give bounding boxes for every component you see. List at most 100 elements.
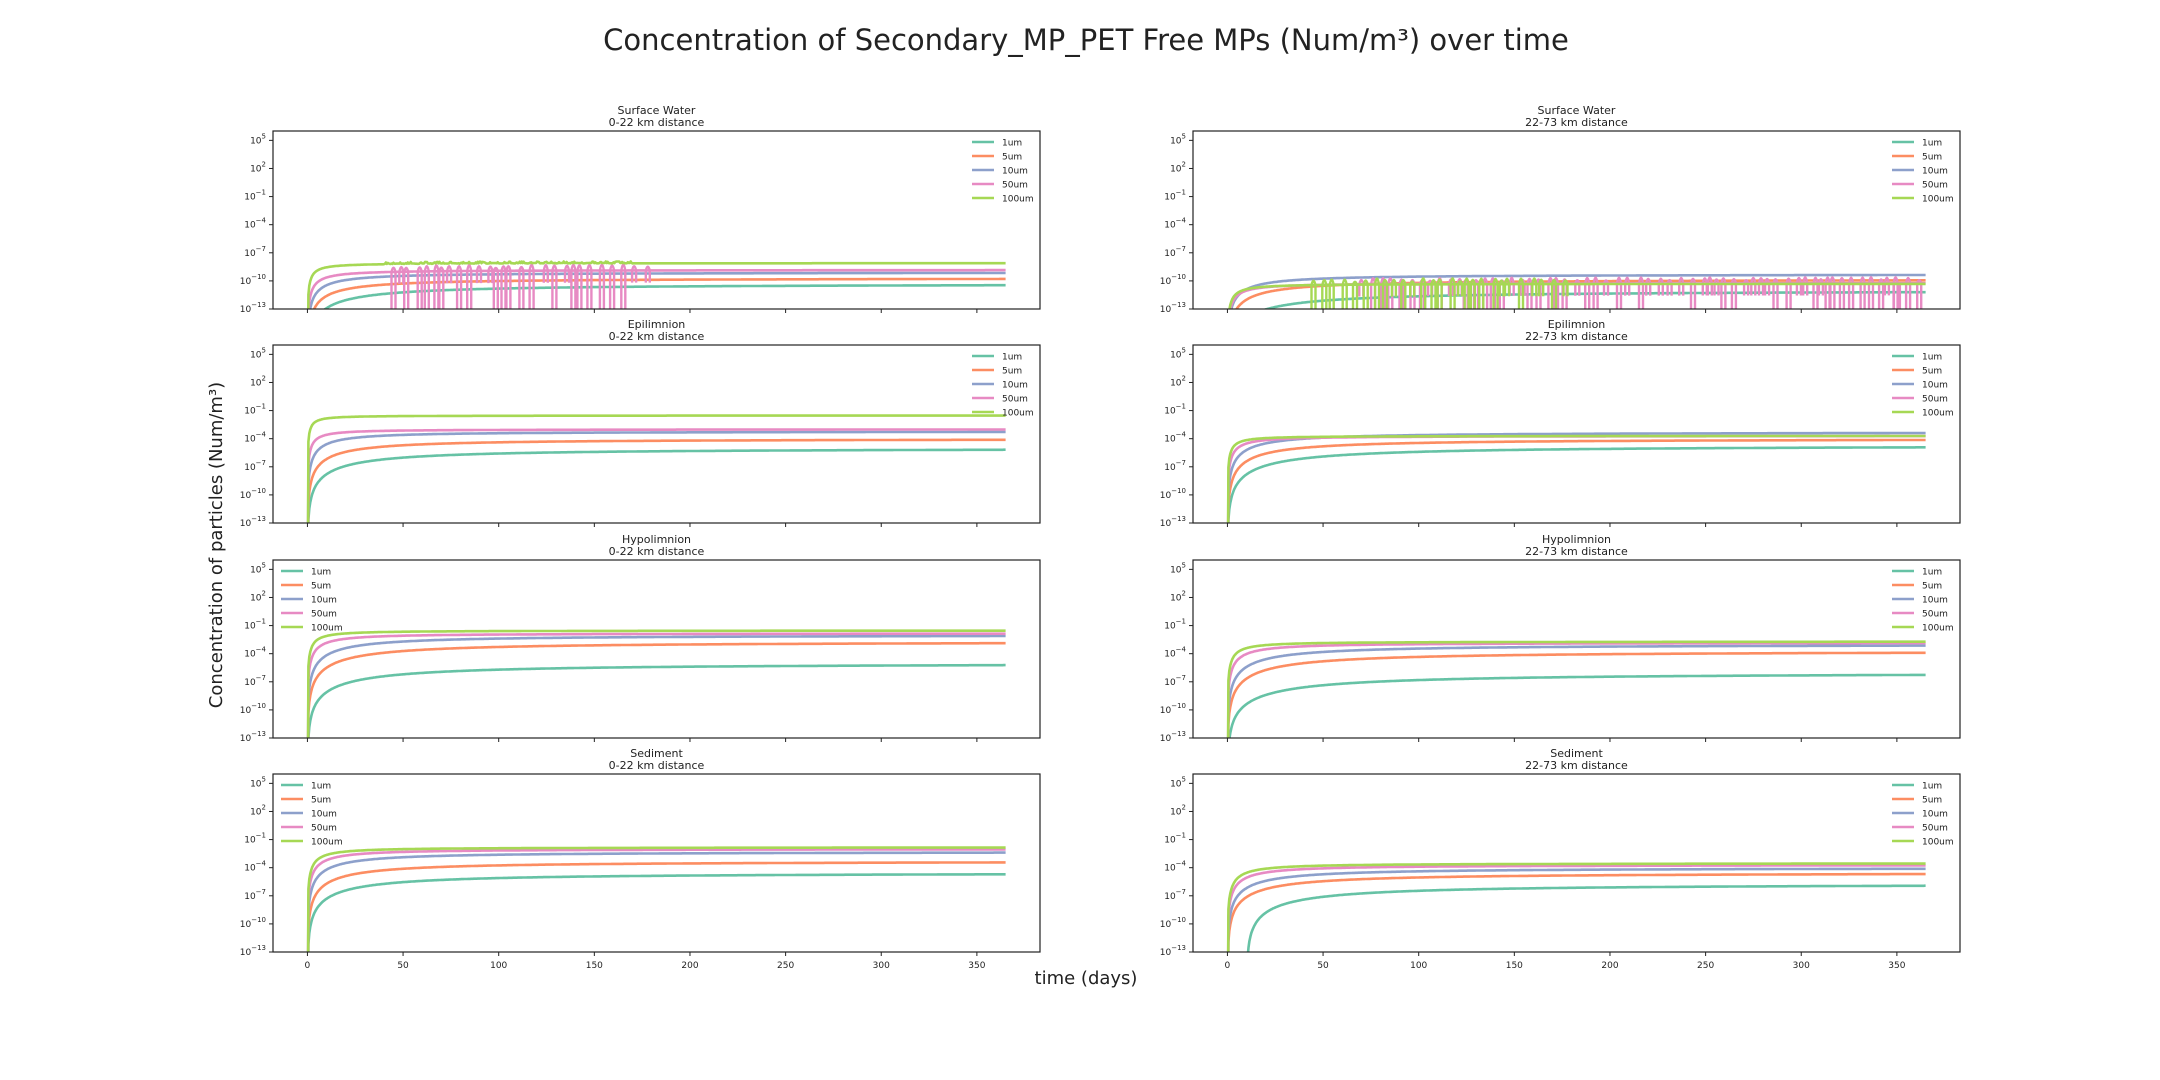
series-noise-100um — [1310, 277, 1569, 309]
legend-label: 100um — [1922, 624, 1954, 634]
legend-label: 5um — [1922, 367, 1942, 377]
panel-compartment-title: Epilimnion — [1548, 318, 1606, 331]
y-tick-label: 10−10 — [240, 487, 266, 501]
legend-label: 50um — [1002, 181, 1028, 191]
figure-title: Concentration of Secondary_MP_PET Free M… — [603, 23, 1569, 57]
series-line-50um — [1226, 641, 1926, 738]
y-tick-label: 10−4 — [1164, 217, 1186, 231]
y-tick-label: 102 — [1170, 374, 1186, 388]
y-tick-label: 102 — [250, 803, 266, 817]
legend-label: 1um — [1922, 139, 1942, 149]
x-tick-label: 0 — [305, 961, 311, 971]
series-line-5um — [1227, 438, 1926, 523]
y-tick-label: 10−4 — [1164, 646, 1186, 660]
legend-label: 5um — [1002, 153, 1022, 163]
series-line-1um — [1227, 446, 1926, 523]
legend-label: 100um — [1922, 838, 1954, 848]
x-tick-label: 100 — [1410, 961, 1427, 971]
x-tick-label: 250 — [777, 961, 794, 971]
series-line-50um — [307, 268, 1006, 309]
legend-label: 50um — [1922, 610, 1948, 620]
legend-label: 50um — [311, 610, 337, 620]
x-tick-label: 150 — [586, 961, 603, 971]
legend-label: 10um — [1002, 381, 1028, 391]
panels: Surface Water 0-22 km distance 105 102 10−1 1… — [240, 104, 1961, 971]
legend-label: 1um — [1922, 353, 1942, 363]
y-tick-label: 10−13 — [240, 730, 266, 744]
legend-label: 10um — [1922, 810, 1948, 820]
panel-frame — [1192, 773, 1961, 953]
y-tick-label: 10−4 — [244, 860, 266, 874]
legend-label: 50um — [1002, 395, 1028, 405]
panel-frame — [1192, 559, 1961, 739]
series-line-100um — [306, 846, 1006, 952]
y-tick-label: 10−1 — [244, 403, 266, 417]
series-line-100um — [306, 629, 1006, 738]
y-tick-label: 102 — [1170, 803, 1186, 817]
y-tick-label: 10−13 — [1160, 944, 1186, 958]
series-line-1um — [1246, 884, 1926, 952]
y-tick-label: 102 — [250, 160, 266, 174]
series-line-5um — [1227, 872, 1926, 952]
panel-series-group — [1226, 431, 1926, 523]
legend-label: 10um — [1922, 596, 1948, 606]
x-tick-label: 50 — [1317, 961, 1329, 971]
series-line-1um — [307, 663, 1006, 738]
x-tick-label: 350 — [968, 961, 985, 971]
y-tick-label: 10−10 — [1160, 273, 1186, 287]
legend-label: 50um — [311, 824, 337, 834]
y-tick-label: 10−4 — [244, 217, 266, 231]
x-tick-label: 200 — [1601, 961, 1618, 971]
series-line-50um — [306, 428, 1006, 523]
legend-label: 1um — [1002, 353, 1022, 363]
y-tick-label: 102 — [250, 589, 266, 603]
x-tick-label: 250 — [1697, 961, 1714, 971]
x-tick-label: 300 — [1793, 961, 1810, 971]
y-tick-label: 10−1 — [244, 189, 266, 203]
y-tick-label: 105 — [250, 561, 266, 575]
y-tick-label: 10−7 — [244, 245, 266, 259]
series-line-10um — [306, 634, 1006, 738]
y-tick-label: 10−7 — [1164, 459, 1186, 473]
panel-compartment-title: Hypolimnion — [622, 533, 691, 546]
legend-label: 50um — [1922, 395, 1948, 405]
panel-distance-title: 0-22 km distance — [609, 759, 705, 772]
panel-series-group — [307, 260, 1006, 309]
panel-compartment-title: Sediment — [1550, 747, 1603, 760]
panel-distance-title: 22-73 km distance — [1525, 759, 1628, 772]
y-tick-label: 10−4 — [244, 646, 266, 660]
figure-xlabel: time (days) — [1035, 968, 1138, 989]
panel-series-group — [1226, 862, 1926, 952]
panel-compartment-title: Epilimnion — [628, 318, 686, 331]
y-tick-label: 10−4 — [1164, 431, 1186, 445]
panel-series-group — [1228, 273, 1926, 309]
y-tick-label: 10−13 — [240, 301, 266, 315]
legend-label: 10um — [1922, 381, 1948, 391]
y-tick-label: 10−1 — [1164, 832, 1186, 846]
legend-label: 100um — [1002, 195, 1034, 205]
panel-series-group — [306, 846, 1006, 952]
legend-label: 100um — [311, 624, 343, 634]
panel-frame — [1192, 344, 1961, 524]
panel-compartment-title: Sediment — [630, 747, 683, 760]
y-tick-label: 10−13 — [1160, 730, 1186, 744]
y-tick-label: 105 — [250, 346, 266, 360]
x-tick-label: 300 — [873, 961, 890, 971]
y-tick-label: 10−10 — [240, 702, 266, 716]
series-line-5um — [306, 438, 1006, 523]
legend-label: 1um — [1002, 139, 1022, 149]
series-line-100um — [1226, 434, 1926, 523]
series-line-5um — [1227, 651, 1926, 738]
series-line-100um — [306, 414, 1006, 523]
legend-label: 5um — [1922, 153, 1942, 163]
y-tick-label: 102 — [250, 374, 266, 388]
series-line-5um — [306, 861, 1006, 952]
panel-compartment-title: Surface Water — [1538, 104, 1616, 117]
